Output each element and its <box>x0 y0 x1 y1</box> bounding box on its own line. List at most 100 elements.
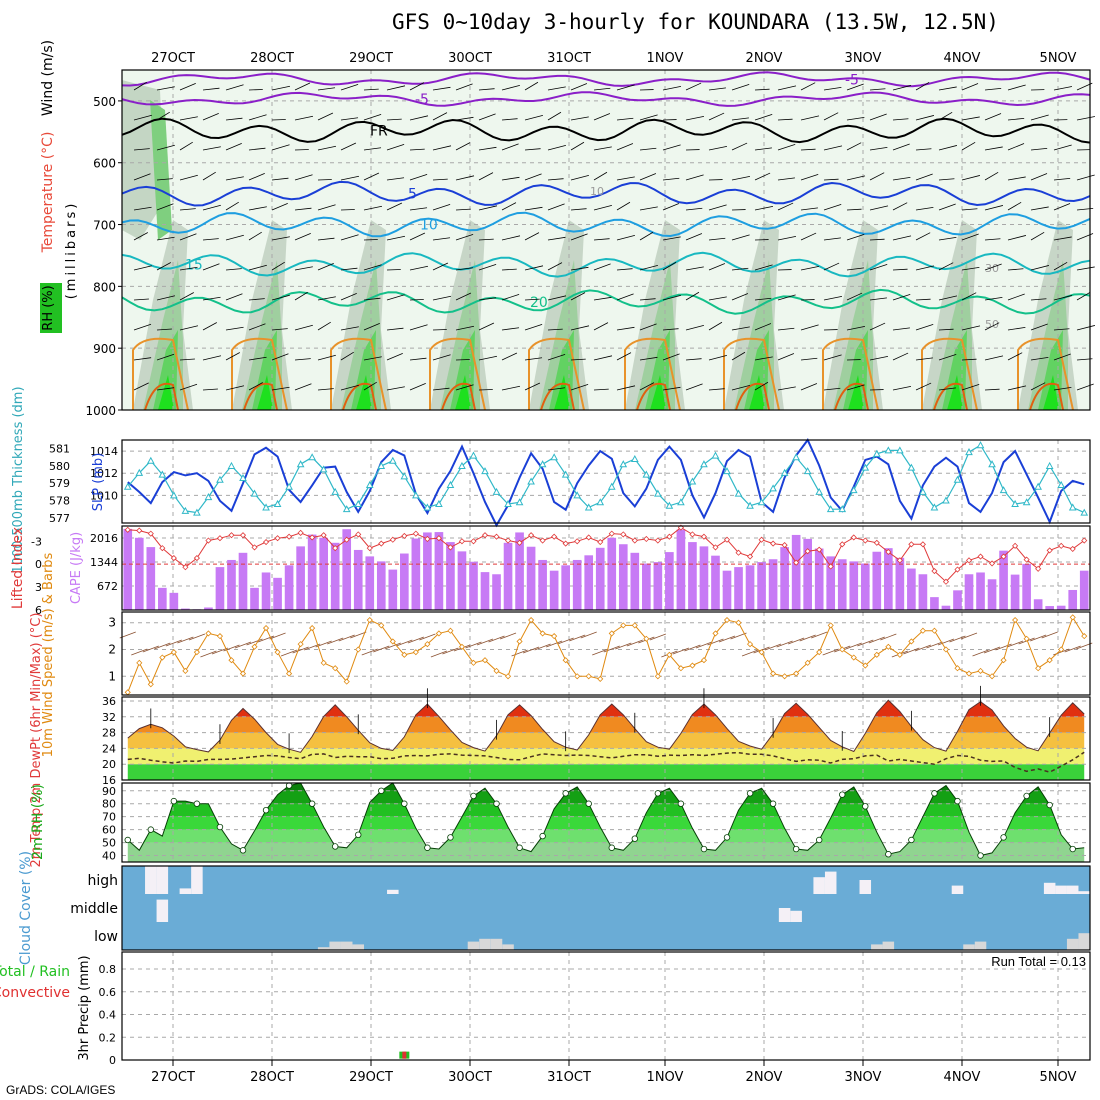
wind-barb <box>179 116 198 121</box>
wind-tick: 3 <box>108 616 116 630</box>
wind-barb <box>432 112 448 121</box>
wind-speed-marker <box>885 643 892 650</box>
thickness-marker <box>607 482 616 490</box>
wind-barb <box>616 234 635 241</box>
wind-barb <box>708 112 725 121</box>
wind-barb <box>1007 385 1027 391</box>
wind-barb-10m <box>626 639 643 647</box>
thickness-marker <box>988 460 996 468</box>
thickness-marker <box>654 489 662 497</box>
wind-barb <box>156 86 175 91</box>
wind-barb <box>455 83 473 91</box>
wind-barb <box>202 322 217 331</box>
thickness-marker <box>561 470 570 478</box>
wind-barb <box>708 145 728 151</box>
lifted-index-marker <box>458 538 466 545</box>
wind-speed-marker <box>228 657 235 664</box>
upper-air-frame <box>121 69 1091 411</box>
lifted-index-marker <box>816 546 823 553</box>
wind-barb-10m <box>822 648 839 656</box>
wind-barb <box>892 268 908 271</box>
wind-barb <box>271 177 289 181</box>
contour-line <box>121 180 1091 207</box>
date-label-top: 30OCT <box>448 51 492 66</box>
rh-band <box>127 842 1085 862</box>
wind-barb-10m <box>257 635 275 643</box>
temperature-tick: 20 <box>102 758 116 771</box>
cape-bar <box>365 556 375 610</box>
contour-line-orange <box>1017 337 1074 411</box>
contour-line-orange <box>636 382 671 411</box>
wind-speed-marker <box>159 654 166 661</box>
lifted-index-marker <box>539 537 546 544</box>
wind-barb <box>938 86 957 91</box>
wind-barb <box>225 234 244 241</box>
wind-barb <box>639 206 658 211</box>
wind-barb <box>846 292 863 301</box>
rh-marker <box>193 800 201 807</box>
thickness-tick: 577 <box>49 512 70 525</box>
wind-barb <box>777 118 793 121</box>
lifted-index-marker <box>516 539 523 546</box>
wind-barb <box>662 236 681 241</box>
chart-title: GFS 0~10day 3-hourly for KOUNDARA (13.5W… <box>392 10 999 34</box>
wind-barb-10m <box>430 650 448 658</box>
wind-barb <box>340 175 360 181</box>
cape-bar <box>976 572 985 610</box>
wind-barb <box>639 173 657 181</box>
wind-barb <box>478 297 497 301</box>
cape-tick: 672 <box>97 580 118 593</box>
lifted-index-marker <box>251 544 258 551</box>
wind-barb-10m <box>246 638 263 646</box>
thickness-marker <box>930 503 939 511</box>
wind-speed-line <box>127 616 1085 693</box>
thickness-marker <box>388 456 397 464</box>
wind-barb <box>133 114 152 121</box>
lifted-index-marker <box>182 564 189 571</box>
wind-barb <box>846 267 864 271</box>
wind-barb <box>271 386 290 391</box>
thickness-marker <box>976 441 985 449</box>
thickness-marker <box>296 460 305 468</box>
wind-barb <box>570 383 589 391</box>
wind-barb-10m <box>1030 634 1047 642</box>
cape-axis-label: CAPE (J/kg) <box>69 532 84 604</box>
wind-barb <box>547 203 565 211</box>
wind-barb <box>432 329 447 331</box>
wind-barb-10m <box>730 632 747 640</box>
date-label-top: 2NOV <box>746 51 783 66</box>
cape-bar <box>768 559 778 610</box>
lifted-index-marker <box>159 545 166 552</box>
wind-speed-marker <box>873 651 880 658</box>
cape-bar <box>653 562 663 610</box>
wind-barb <box>823 145 843 151</box>
wind-speed-marker <box>862 662 869 669</box>
wind-barb <box>179 383 198 391</box>
wind-speed-marker <box>631 622 638 629</box>
wind-barb <box>570 266 589 271</box>
wind-barb <box>685 115 705 121</box>
wind-barb <box>961 384 980 391</box>
wind-barb <box>777 85 797 91</box>
wind-barb <box>133 265 153 271</box>
date-label-top: 4NOV <box>944 51 981 66</box>
thickness-marker <box>792 453 800 461</box>
wind-barb <box>363 297 381 301</box>
cape-bar <box>964 574 974 610</box>
thickness-marker <box>1068 503 1077 511</box>
rh-marker <box>1023 792 1030 800</box>
wind-barb <box>478 205 498 211</box>
contour-line <box>121 251 1091 278</box>
wind-barb <box>363 356 382 361</box>
cloud-cover-bar <box>156 866 169 894</box>
wind-barb <box>662 144 681 151</box>
date-label-bottom: 30OCT <box>448 1070 492 1085</box>
thickness-tick: 580 <box>49 460 70 473</box>
lifted-index-marker <box>574 538 581 545</box>
wind-barb <box>340 142 357 151</box>
wind-speed-marker <box>574 673 581 680</box>
wind-barb <box>1053 387 1072 391</box>
wind-barb <box>524 265 544 271</box>
precip-tick: 0.8 <box>99 963 117 976</box>
cape-bar <box>665 552 674 610</box>
